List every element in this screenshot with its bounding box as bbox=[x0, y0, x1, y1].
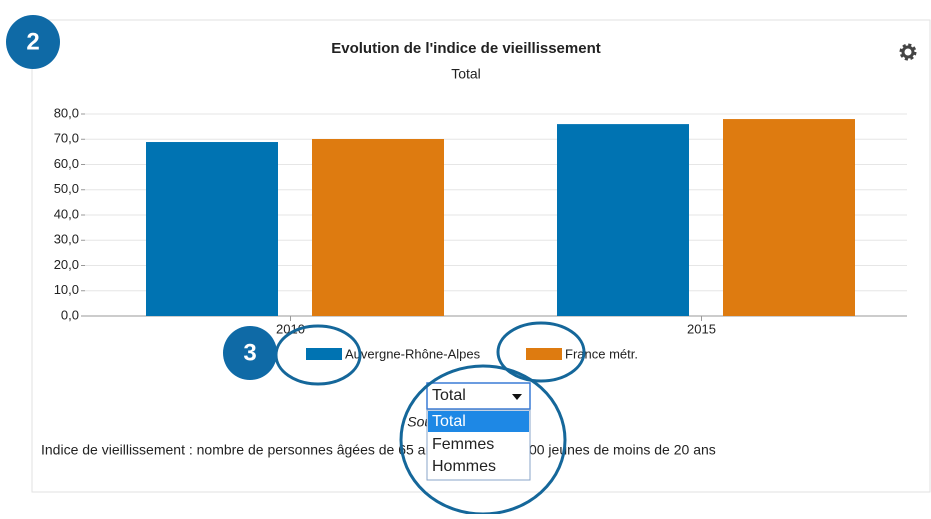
chart-title: Evolution de l'indice de vieillissement bbox=[331, 40, 600, 57]
select-arrow bbox=[512, 394, 522, 400]
bar bbox=[146, 142, 278, 316]
footnote: Indice de vieillissement : nombre de per… bbox=[41, 442, 716, 458]
y-tick-label: 40,0 bbox=[54, 206, 79, 221]
legend-label: Auvergne-Rhône-Alpes bbox=[345, 346, 481, 361]
chart-subtitle: Total bbox=[451, 66, 481, 82]
y-tick-label: 70,0 bbox=[54, 131, 79, 146]
x-tick-label: 2010 bbox=[276, 321, 305, 336]
gear-body bbox=[901, 45, 915, 59]
y-tick-label: 0,0 bbox=[61, 307, 79, 322]
gear-teeth bbox=[899, 43, 917, 61]
y-tick-label: 20,0 bbox=[54, 257, 79, 272]
option[interactable]: Total bbox=[432, 413, 466, 430]
highlight-ring bbox=[496, 321, 586, 383]
option-highlight bbox=[428, 411, 529, 432]
y-tick-label: 60,0 bbox=[54, 156, 79, 171]
y-tick-label: 50,0 bbox=[54, 181, 79, 196]
option[interactable]: Hommes bbox=[432, 458, 496, 475]
bar bbox=[723, 119, 855, 316]
dropdown[interactable]: Total Total Femmes Hommes bbox=[426, 382, 531, 481]
select-box[interactable] bbox=[426, 382, 531, 410]
bar bbox=[557, 124, 689, 316]
step-badge bbox=[223, 326, 277, 380]
step-badge-label: 2 bbox=[26, 28, 39, 55]
legend-swatch bbox=[306, 348, 342, 360]
y-tick-label: 30,0 bbox=[54, 232, 79, 247]
settings-icon[interactable] bbox=[899, 43, 917, 61]
y-tick-label: 80,0 bbox=[54, 105, 79, 120]
y-tick-label: 10,0 bbox=[54, 282, 79, 297]
option[interactable]: Femmes bbox=[432, 436, 494, 453]
step-badge-label: 3 bbox=[243, 339, 256, 366]
x-tick-label: 2015 bbox=[687, 321, 716, 336]
select-value: Total bbox=[432, 387, 466, 404]
legend-label: France métr. bbox=[565, 346, 638, 361]
bar bbox=[312, 138, 444, 316]
step-badge bbox=[6, 15, 60, 69]
legend-swatch bbox=[526, 348, 562, 360]
